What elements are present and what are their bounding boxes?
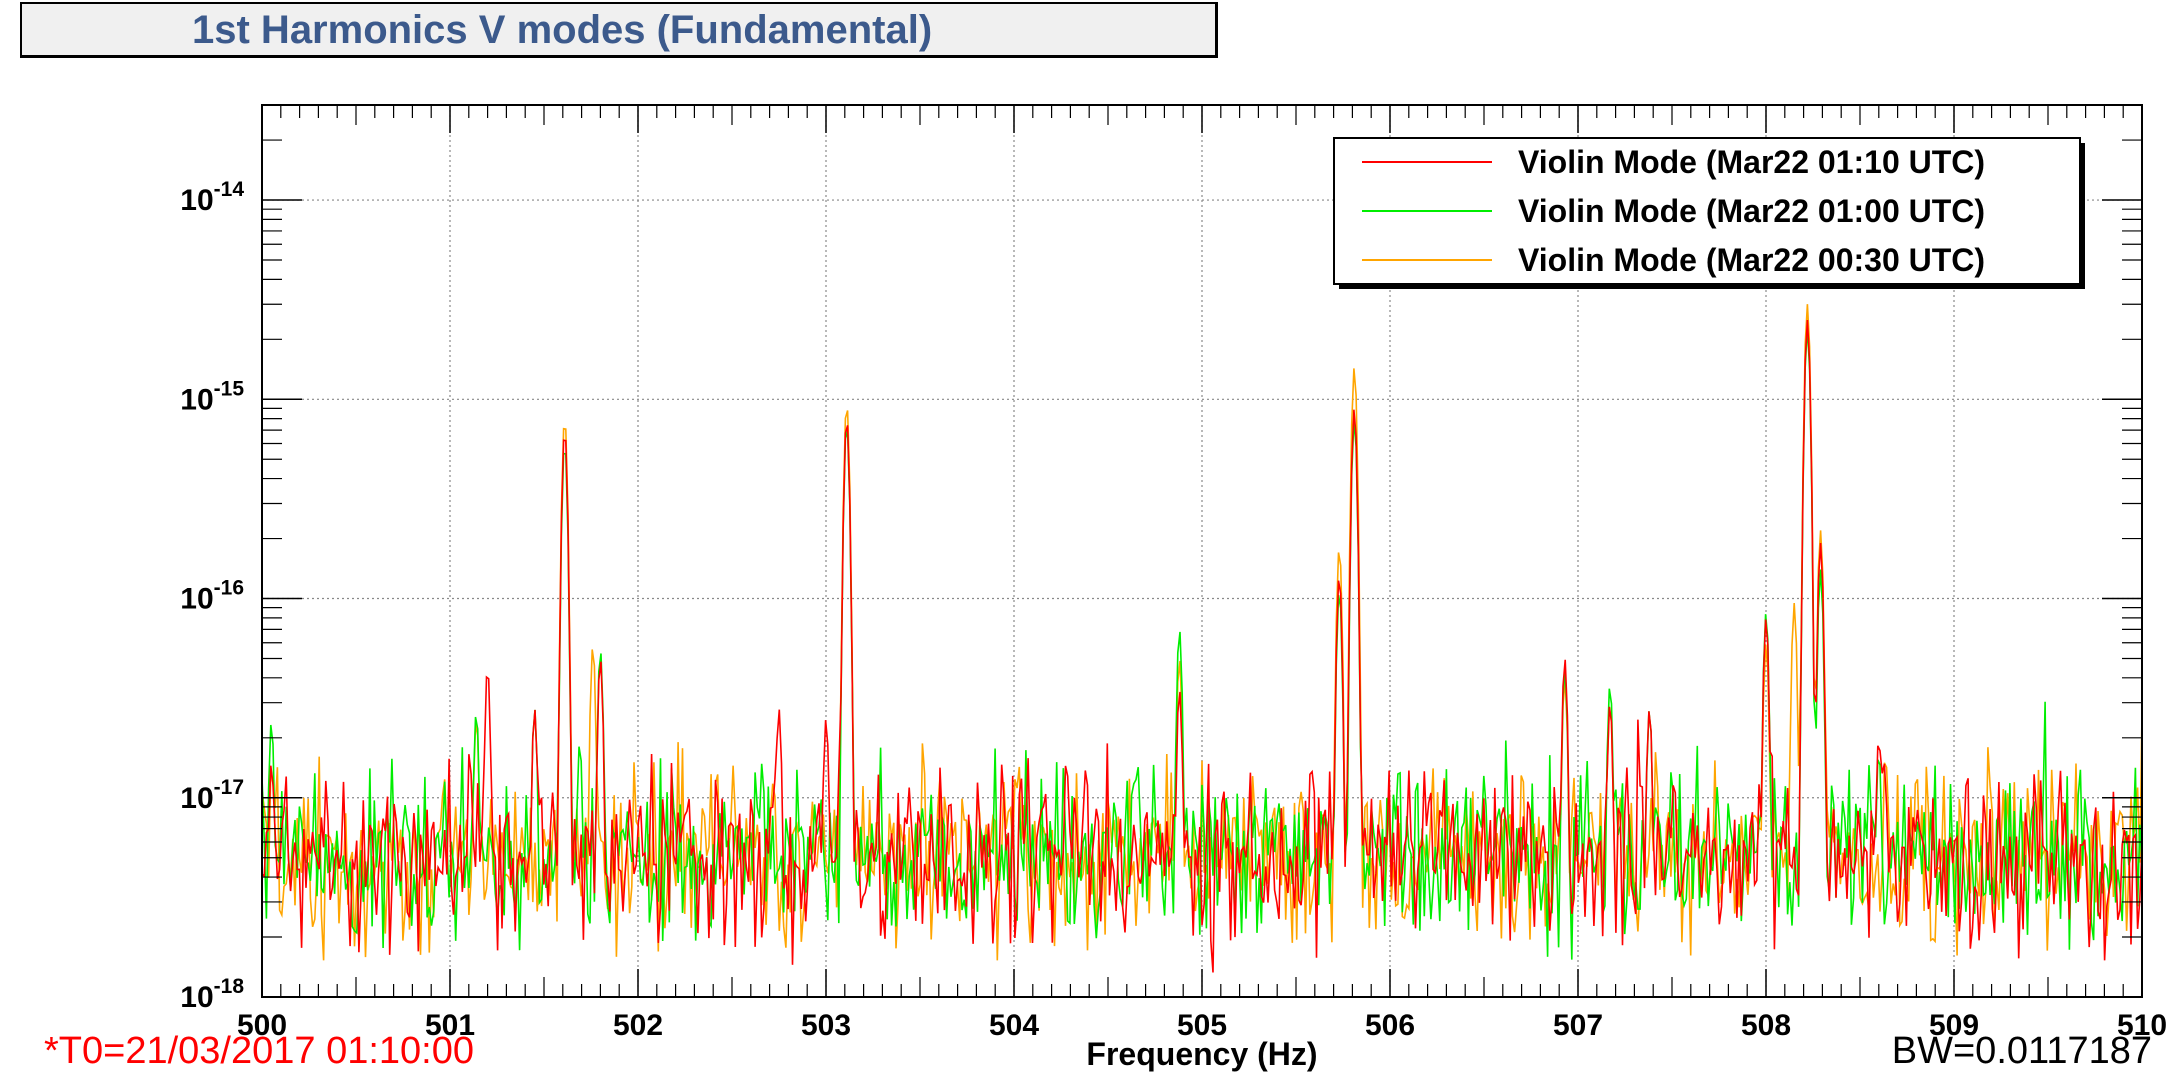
x-tick-label: 507 xyxy=(1553,1009,1603,1042)
y-tick-label: 10-14 xyxy=(180,178,244,217)
x-tick-label: 501 xyxy=(425,1009,475,1042)
axis-ticks xyxy=(261,105,2143,998)
x-tick-label: 505 xyxy=(1177,1009,1227,1042)
x-tick-label: 508 xyxy=(1741,1009,1791,1042)
x-tick-label: 503 xyxy=(801,1009,851,1042)
x-tick-label: 509 xyxy=(1929,1009,1979,1042)
chart-title-box: 1st Harmonics V modes (Fundamental) xyxy=(20,2,1218,58)
axis-labels: 500 501 502 503 504 505 506 507 508 509 510 10-18 10… xyxy=(180,178,2167,1072)
x-tick-label: 504 xyxy=(989,1009,1039,1042)
x-tick-label: 500 xyxy=(237,1009,287,1042)
x-tick-label: 506 xyxy=(1365,1009,1415,1042)
y-tick-label: 10-17 xyxy=(180,776,244,815)
bandwidth-label: BW=0.0117187 xyxy=(1891,1030,2152,1072)
y-tick-label: 10-18 xyxy=(180,975,244,1014)
x-tick-label: 510 xyxy=(2117,1009,2167,1042)
series-layer xyxy=(261,304,2143,973)
y-tick-label: 10-16 xyxy=(180,577,244,616)
chart-title: 1st Harmonics V modes (Fundamental) xyxy=(192,8,933,52)
x-axis-title: Frequency (Hz) xyxy=(1086,1036,1317,1072)
series-line xyxy=(261,319,2143,973)
legend-entry-label: Violin Mode (Mar22 01:10 UTC) xyxy=(1518,144,1985,180)
t0-label: *T0=21/03/2017 01:10:00 xyxy=(44,1030,474,1072)
x-tick-label: 502 xyxy=(613,1009,663,1042)
legend-entry-label: Violin Mode (Mar22 00:30 UTC) xyxy=(1518,242,1985,278)
legend-entry-label: Violin Mode (Mar22 01:00 UTC) xyxy=(1518,193,1985,229)
y-tick-label: 10-15 xyxy=(180,377,244,416)
legend[interactable]: Violin Mode (Mar22 01:10 UTC) Violin Mode… xyxy=(1333,137,2085,289)
